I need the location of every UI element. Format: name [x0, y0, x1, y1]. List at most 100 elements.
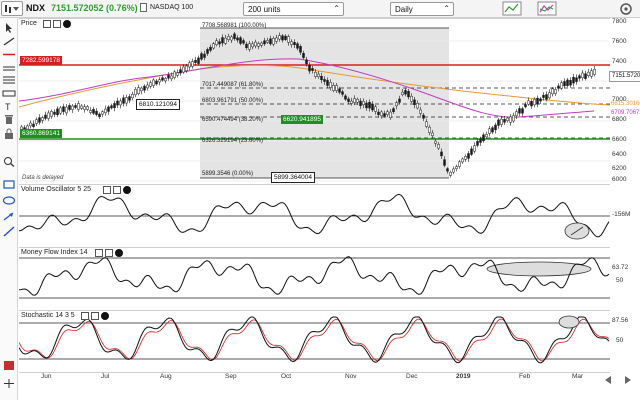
- candle-body: [572, 76, 575, 84]
- candle-body: [242, 40, 245, 44]
- panel-maximize-icon[interactable]: [91, 312, 99, 320]
- compare-icon[interactable]: [537, 1, 557, 16]
- ruler-icon[interactable]: [2, 88, 16, 99]
- horizontal-line-icon[interactable]: [2, 49, 16, 60]
- ellipse-icon[interactable]: [2, 195, 16, 206]
- candle-body: [68, 105, 71, 110]
- candle-body: [179, 69, 182, 74]
- fib-label-100: 7708.568981 (100.00%): [202, 23, 266, 29]
- interval-select[interactable]: Daily ⌃: [390, 2, 454, 16]
- candle-body: [215, 40, 218, 45]
- vertical-line-icon[interactable]: [2, 62, 16, 73]
- candle-body: [356, 99, 359, 103]
- candle-body: [497, 119, 500, 126]
- candle-body: [95, 110, 98, 115]
- units-select[interactable]: 200 units ⌃: [243, 2, 344, 16]
- scroll-arrows[interactable]: [601, 374, 637, 386]
- candle-body: [389, 111, 392, 118]
- candle-body: [401, 91, 404, 95]
- panel-close-icon[interactable]: [101, 312, 109, 320]
- stochastic-chart[interactable]: [19, 311, 610, 373]
- candle-body: [188, 62, 191, 68]
- volume-oscillator-panel: Volume Oscillator 5 25: [19, 184, 610, 246]
- zoom-icon[interactable]: [2, 156, 16, 167]
- fibonacci-icon[interactable]: [2, 75, 16, 86]
- candle-body: [254, 41, 257, 47]
- price-axis[interactable]: 7800 7600 7400 7200 7000 6800 6600 6400 …: [609, 18, 640, 183]
- settings-icon[interactable]: [617, 2, 635, 17]
- panel-maximize-icon[interactable]: [105, 249, 113, 257]
- price-chart[interactable]: 7708.568981 (100.00%) 7017.449087 (61.80…: [19, 19, 610, 184]
- candle-body: [269, 38, 272, 45]
- panel-settings-icon[interactable]: [95, 249, 103, 257]
- indicators-icon[interactable]: [502, 1, 522, 16]
- candle-body: [128, 96, 131, 101]
- time-tick: Mar: [572, 373, 584, 380]
- arrow-icon[interactable]: [2, 211, 16, 222]
- candle-body: [98, 113, 101, 117]
- chevron-down-icon: ⌃: [333, 4, 340, 13]
- mfi-value: 63.72: [612, 264, 629, 271]
- candle-body: [263, 40, 266, 45]
- cursor-icon[interactable]: [2, 22, 16, 33]
- candle-body: [554, 89, 557, 94]
- fibonacci-levels: [200, 27, 610, 179]
- candle-body: [584, 73, 587, 79]
- candle-body: [131, 94, 134, 99]
- highlight-ellipse[interactable]: [558, 315, 580, 329]
- trend-line-icon[interactable]: [2, 36, 16, 47]
- candle-body: [395, 102, 398, 107]
- candle-body: [449, 172, 452, 176]
- candle-body: [368, 101, 371, 109]
- candle-body: [509, 116, 512, 123]
- candle-body: [80, 105, 83, 109]
- magnet-icon[interactable]: [2, 360, 16, 371]
- candle-body: [347, 98, 350, 102]
- scroll-left-icon: [605, 376, 611, 384]
- candle-body: [398, 98, 401, 103]
- panel-settings-icon[interactable]: [103, 186, 111, 194]
- candle-body: [122, 97, 125, 104]
- panel-maximize-icon[interactable]: [53, 20, 61, 28]
- panel-close-icon[interactable]: [115, 249, 123, 257]
- volume-oscillator-chart[interactable]: [19, 185, 610, 247]
- symbol-selector[interactable]: [1, 1, 23, 16]
- candle-body: [515, 111, 518, 116]
- pen-icon[interactable]: [2, 226, 16, 237]
- candle-body: [362, 101, 365, 106]
- crosshair-icon[interactable]: [2, 378, 16, 389]
- candle-body: [299, 46, 302, 53]
- candle-body: [491, 127, 494, 133]
- price-tick: 6400: [612, 151, 627, 158]
- ma-short-flag: 6709.70672: [611, 110, 640, 116]
- candle-body: [566, 79, 569, 86]
- candle-body: [575, 77, 578, 82]
- panel-maximize-icon[interactable]: [113, 186, 121, 194]
- price-panel: 7708.568981 (100.00%) 7017.449087 (61.80…: [19, 18, 610, 183]
- candle-body: [365, 102, 368, 109]
- rectangle-icon[interactable]: [2, 179, 16, 190]
- money-flow-chart[interactable]: [19, 248, 610, 310]
- fibonacci-zone: [200, 28, 449, 178]
- panel-settings-icon[interactable]: [81, 312, 89, 320]
- time-axis[interactable]: Jun Jul Aug Sep Oct Nov Dec 2019 Feb Mar: [19, 372, 610, 400]
- moving-average-short: [19, 58, 595, 118]
- time-tick: 2019: [456, 373, 471, 380]
- highlight-ellipse[interactable]: [486, 261, 592, 277]
- candle-body: [548, 92, 551, 99]
- candle-body: [278, 35, 281, 40]
- panel-close-icon[interactable]: [63, 20, 71, 28]
- candle-body: [506, 117, 509, 121]
- candle-body: [290, 41, 293, 45]
- trash-icon[interactable]: [2, 114, 16, 125]
- panel-close-icon[interactable]: [123, 186, 131, 194]
- candle-body: [521, 108, 524, 114]
- lock-icon[interactable]: [2, 128, 16, 139]
- candle-body: [317, 73, 320, 77]
- candle-body: [383, 113, 386, 117]
- text-icon[interactable]: T: [2, 101, 16, 112]
- candle-body: [320, 76, 323, 81]
- panel-settings-icon[interactable]: [43, 20, 51, 28]
- candle-body: [590, 70, 593, 77]
